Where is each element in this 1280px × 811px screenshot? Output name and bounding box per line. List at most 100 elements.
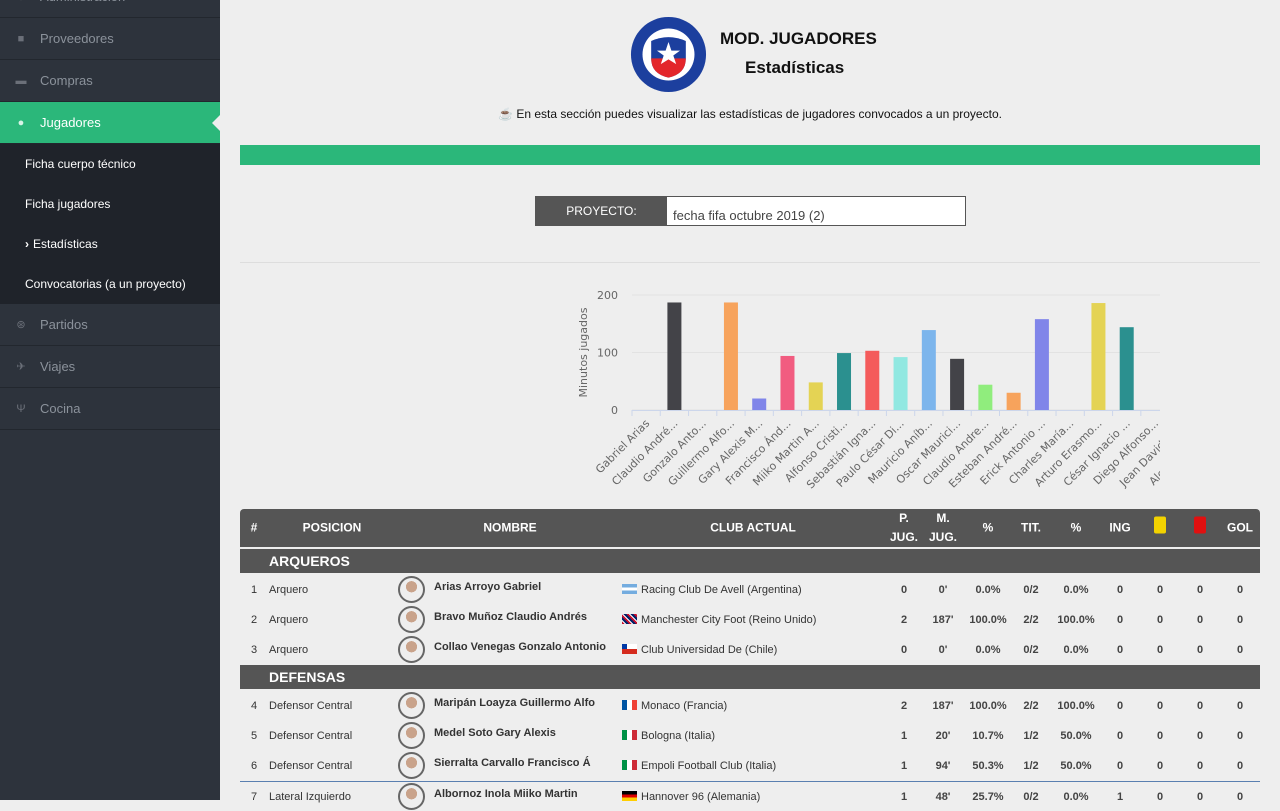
stat-value: 0/2 <box>1023 584 1039 596</box>
column-header[interactable]: M. JUG. <box>928 511 958 544</box>
bar[interactable] <box>978 384 993 410</box>
bar[interactable] <box>865 350 880 410</box>
yellow-card-icon[interactable] <box>1154 516 1166 540</box>
submenu-item[interactable]: › Estadísticas <box>0 224 220 264</box>
stat-value: 25.7% <box>972 790 1004 803</box>
stat-value: 2/2 <box>1023 614 1039 626</box>
y-tick-label: 200 <box>597 289 618 302</box>
column-header[interactable]: TIT. <box>1021 520 1041 535</box>
bar[interactable] <box>1119 327 1134 410</box>
player-name[interactable]: Medel Soto Gary Alexis <box>434 727 556 739</box>
submenu-item-label: Convocatorias (a un proyecto) <box>25 277 186 291</box>
bar[interactable] <box>921 330 936 410</box>
sidebar-item-cocina[interactable]: Ψ Cocina <box>0 388 220 430</box>
table-row[interactable]: 7 Lateral Izquierdo Albornoz Inola Miiko M… <box>240 781 1260 811</box>
column-header[interactable]: ING <box>1109 520 1131 535</box>
submenu-item[interactable]: Ficha jugadores <box>0 184 220 224</box>
stat-value: 0.0% <box>975 644 1001 656</box>
row-number: 1 <box>250 584 258 596</box>
stat-value: 94' <box>935 760 951 772</box>
section-description: ☕ En esta sección puedes visualizar las … <box>220 107 1280 121</box>
club: Bologna (Italia) <box>622 730 715 742</box>
stat-value: 20' <box>935 730 951 742</box>
project-label: PROYECTO: <box>536 197 667 225</box>
group-header: ARQUEROS <box>240 549 1260 575</box>
flag-icon <box>622 644 637 654</box>
stat-value: 0 <box>1156 700 1164 712</box>
player-name[interactable]: Albornoz Inola Miiko Martin <box>434 787 578 800</box>
bar[interactable] <box>893 357 908 410</box>
stat-value: 100.0% <box>969 700 1007 712</box>
submenu-item-label: Ficha cuerpo técnico <box>25 157 136 171</box>
bar[interactable] <box>1006 392 1021 410</box>
stat-value: 0 <box>1116 584 1124 596</box>
player-avatar <box>398 576 425 603</box>
stat-value: 0 <box>1236 614 1244 626</box>
stat-value: 0.0% <box>975 584 1001 596</box>
red-card-icon[interactable] <box>1194 516 1206 540</box>
player-name[interactable]: Sierralta Carvallo Francisco Á <box>434 757 591 769</box>
player-avatar <box>398 783 425 810</box>
stat-value: 2 <box>900 700 908 712</box>
column-header[interactable]: NOMBRE <box>483 520 537 535</box>
stat-value: 0 <box>1116 730 1124 742</box>
column-header[interactable]: % <box>1070 520 1082 535</box>
player-name[interactable]: Maripán Loayza Guillermo Alfo <box>434 697 595 709</box>
stat-value: 0/2 <box>1023 644 1039 656</box>
cart-icon: ▬ <box>15 74 27 87</box>
soccer-ball-icon: ⊛ <box>16 319 26 331</box>
submenu-item-label: Estadísticas <box>33 237 98 251</box>
stat-value: 0 <box>1236 700 1244 712</box>
bar[interactable] <box>1034 319 1049 410</box>
stats-table: # POSICION NOMBRE CLUB ACTUAL P. JUG. M. JUG.% T… <box>240 509 1260 811</box>
table-row[interactable]: 5 Defensor Central Medel Soto Gary Alexis B… <box>240 721 1260 751</box>
column-header[interactable]: # <box>250 520 258 535</box>
stat-value: 0 <box>1156 614 1164 626</box>
bar[interactable] <box>723 302 738 410</box>
chevron-right-icon: › <box>25 237 29 251</box>
sidebar-item-partidos[interactable]: ⊛ Partidos <box>0 304 220 346</box>
bar[interactable] <box>667 302 682 410</box>
coffee-icon: ☕ <box>498 107 513 121</box>
stat-value: 0 <box>1116 614 1124 626</box>
bar[interactable] <box>837 353 852 410</box>
stat-value: 0 <box>1196 644 1204 656</box>
table-row[interactable]: 4 Defensor Central Maripán Loayza Guillerm… <box>240 691 1260 721</box>
table-row[interactable]: 2 Arquero Bravo Muñoz Claudio Andrés Manche… <box>240 605 1260 635</box>
column-header[interactable]: % <box>982 520 994 535</box>
table-row[interactable]: 1 Arquero Arias Arroyo Gabriel Racing Club … <box>240 575 1260 605</box>
column-header[interactable]: P. JUG. <box>889 511 919 544</box>
row-number: 3 <box>250 644 258 656</box>
player-name[interactable]: Arias Arroyo Gabriel <box>434 581 542 593</box>
player-name[interactable]: Collao Venegas Gonzalo Antonio <box>434 641 606 653</box>
bar[interactable] <box>950 358 965 410</box>
bar[interactable] <box>1091 303 1106 410</box>
stat-value: 0' <box>938 644 948 656</box>
project-input[interactable] <box>667 197 965 225</box>
player-name[interactable]: Bravo Muñoz Claudio Andrés <box>434 611 587 623</box>
bar[interactable] <box>752 398 767 411</box>
submenu-item[interactable]: Ficha cuerpo técnico <box>0 144 220 184</box>
table-row[interactable]: 6 Defensor Central Sierralta Carvallo Fran… <box>240 751 1260 781</box>
column-header[interactable]: CLUB ACTUAL <box>710 520 796 535</box>
column-header[interactable]: POSICION <box>302 520 362 535</box>
green-divider-bar <box>240 145 1260 165</box>
player-avatar <box>398 692 425 719</box>
sidebar: ☻ Administración ■ Proveedores ▬ Compras ● Juga… <box>0 0 220 800</box>
user-icon: ● <box>17 116 25 129</box>
sidebar-item-viajes[interactable]: ✈ Viajes <box>0 346 220 388</box>
stat-value: 187' <box>932 700 954 712</box>
bar[interactable] <box>808 382 823 410</box>
project-selector: PROYECTO: <box>535 196 966 226</box>
table-row[interactable]: 3 Arquero Collao Venegas Gonzalo Antonio Cl… <box>240 635 1260 665</box>
sidebar-item-jugadores[interactable]: ● Jugadores <box>0 102 220 144</box>
sidebar-item-administracion[interactable]: ☻ Administración <box>0 0 220 18</box>
submenu-item[interactable]: Convocatorias (a un proyecto) <box>0 264 220 304</box>
sidebar-item-proveedores[interactable]: ■ Proveedores <box>0 18 220 60</box>
bar[interactable] <box>780 355 795 410</box>
stat-value: 0 <box>1156 644 1164 656</box>
column-header[interactable]: GOL <box>1227 520 1253 535</box>
submenu-item-label: Ficha jugadores <box>25 197 111 211</box>
page-subtitle: Estadísticas <box>745 58 845 77</box>
sidebar-item-compras[interactable]: ▬ Compras <box>0 60 220 102</box>
